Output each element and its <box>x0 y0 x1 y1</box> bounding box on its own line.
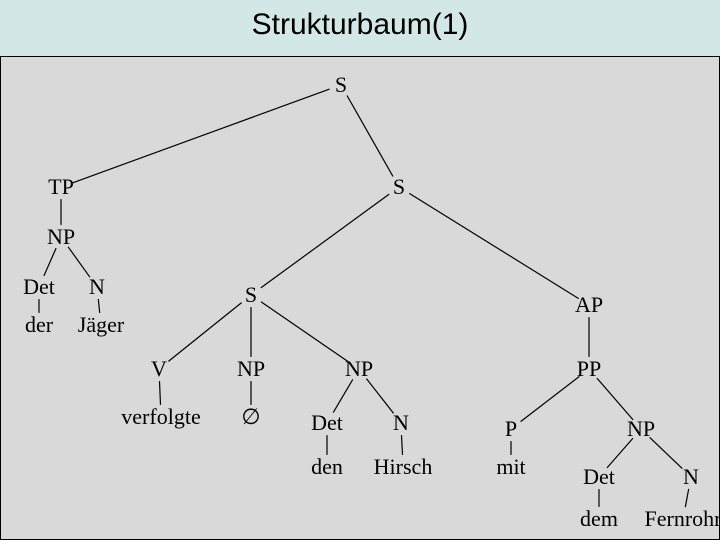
tree-node: Hirsch <box>374 454 433 480</box>
tree-node: Det <box>583 464 615 490</box>
tree-edge <box>347 96 393 177</box>
tree-node: verfolgte <box>121 404 200 430</box>
tree-node: P <box>505 416 517 442</box>
tree-node: der <box>25 312 53 338</box>
tree-node: TP <box>48 174 74 200</box>
tree-node: NP <box>237 356 265 382</box>
tree-edge <box>68 247 90 277</box>
tree-edge <box>402 435 403 455</box>
tree-edge <box>333 379 353 412</box>
tree-node: dem <box>580 506 618 532</box>
tree-node: ∅ <box>241 404 260 430</box>
tree-edge <box>160 381 161 405</box>
tree-node: den <box>311 454 343 480</box>
tree-node: PP <box>577 356 601 382</box>
tree-node: N <box>393 410 409 436</box>
syntax-tree: STPNPDetNderJägerSSAPVNPNPverfolgte∅DetN… <box>0 56 720 540</box>
tree-edge <box>409 193 578 298</box>
tree-edge <box>597 378 633 420</box>
tree-edge <box>366 379 393 414</box>
tree-node: Fernrohr <box>645 506 720 532</box>
tree-edge <box>685 489 688 507</box>
tree-edge <box>168 303 241 362</box>
tree-edge <box>521 376 580 421</box>
title-bar: Strukturbaum(1) <box>0 0 720 56</box>
page-title: Strukturbaum(1) <box>0 8 720 42</box>
tree-edge <box>98 299 99 313</box>
tree-node: S <box>335 72 347 98</box>
tree-node: Det <box>23 274 55 300</box>
tree-edge <box>261 302 349 362</box>
tree-node: Jäger <box>78 312 124 338</box>
tree-node: NP <box>627 416 655 442</box>
tree-edge <box>261 194 389 288</box>
tree-node: NP <box>345 356 373 382</box>
tree-edge <box>650 437 683 468</box>
tree-node: mit <box>496 454 525 480</box>
tree-node: S <box>393 174 405 200</box>
tree-node: N <box>89 274 105 300</box>
tree-node: Det <box>311 410 343 436</box>
tree-node: NP <box>47 224 75 250</box>
tree-edge <box>72 89 329 183</box>
tree-node: S <box>245 282 257 308</box>
tree-node: N <box>683 464 699 490</box>
tree-node: V <box>151 356 167 382</box>
tree-edge <box>44 248 56 276</box>
tree-node: AP <box>575 292 603 318</box>
